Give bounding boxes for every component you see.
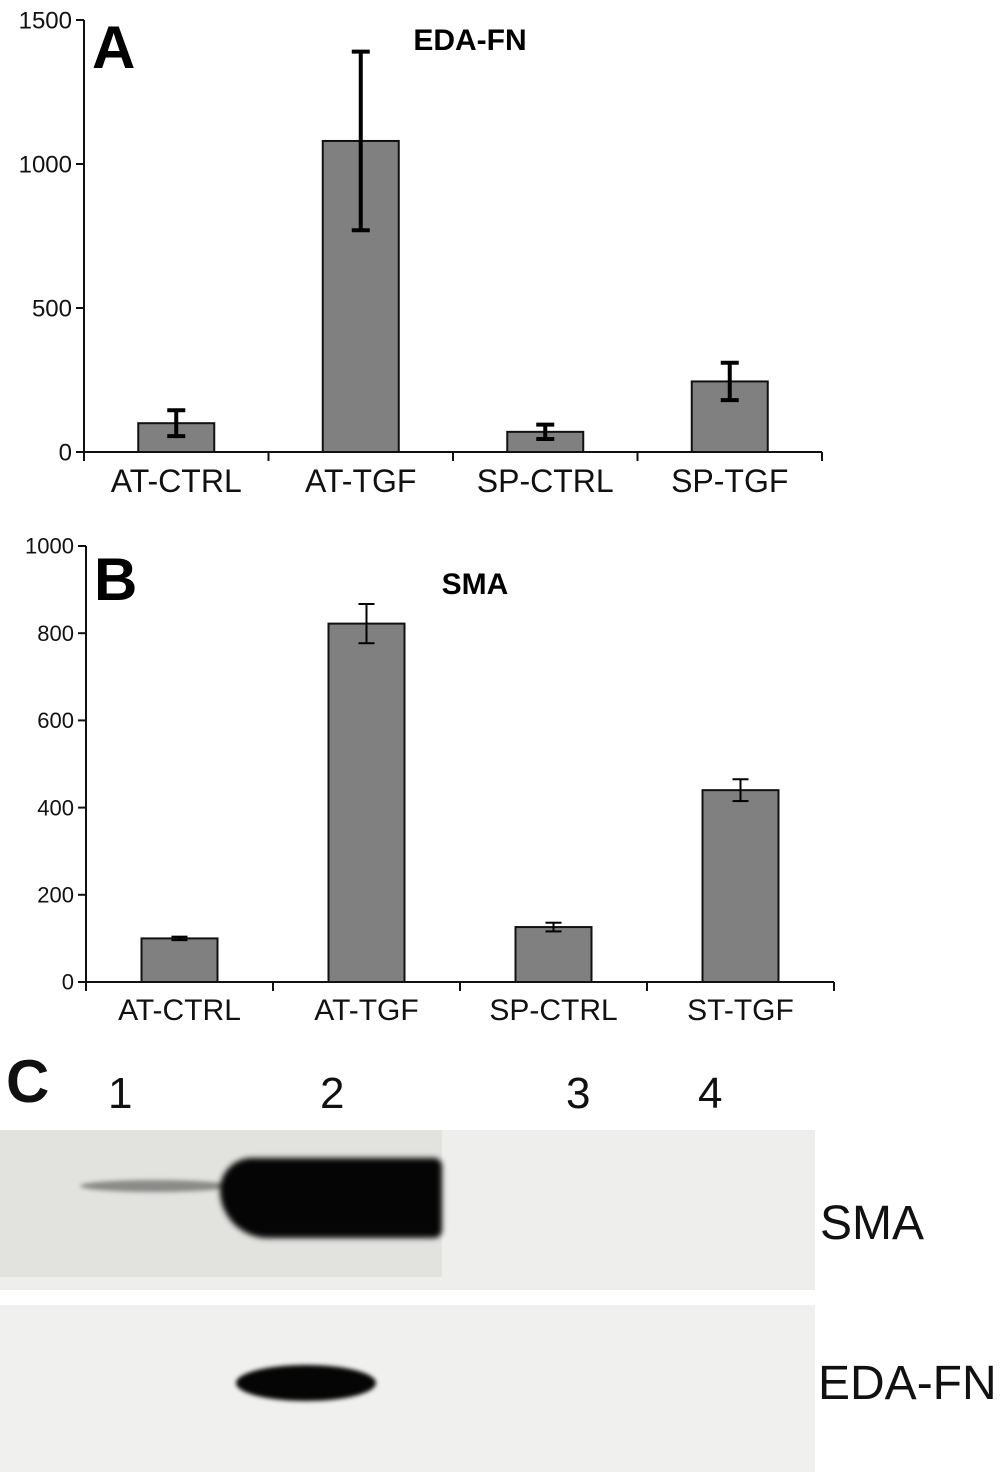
sma-band-lane-2 [220, 1158, 442, 1238]
panel-label-c: C [6, 1048, 50, 1115]
category-label: SP-TGF [671, 463, 788, 499]
sma-bar-chart: B SMA 0 200 400 600 800 1000 AT-CTRL AT-TGF SP-C… [25, 534, 835, 1027]
y-tick-label: 800 [37, 621, 74, 646]
bar [140, 937, 219, 983]
y-tick-label: 400 [37, 795, 74, 820]
category-label: SP-CTRL [477, 463, 614, 499]
category-label: AT-TGF [305, 463, 416, 499]
lane-label-3: 3 [566, 1069, 591, 1118]
bar [327, 622, 406, 983]
y-tick-label: 500 [32, 295, 72, 322]
lane-label-1: 1 [108, 1069, 133, 1118]
chart-marks: 0 200 400 600 800 1000 AT-CTRL AT-TGF SP-CTRL ST-… [25, 534, 835, 1027]
lane-label-2: 2 [320, 1069, 345, 1118]
y-tick-label: 1000 [25, 534, 74, 559]
y-tick-label: 0 [59, 439, 72, 466]
bar [514, 926, 593, 983]
blot-row-label-eda-fn: EDA-FN [818, 1357, 997, 1410]
category-label: AT-CTRL [118, 994, 241, 1027]
category-label: AT-TGF [314, 994, 418, 1027]
bar [701, 789, 780, 983]
y-tick-label: 1500 [19, 7, 72, 34]
lane-label-4: 4 [698, 1069, 723, 1118]
y-tick-label: 1000 [19, 151, 72, 178]
sma-band-lane-1 [80, 1180, 230, 1192]
eda-fn-blot-strip [0, 1305, 815, 1472]
category-label: AT-CTRL [111, 463, 242, 499]
chart-title-eda-fn: EDA-FN [413, 24, 526, 57]
sma-blot-strip [0, 1130, 815, 1290]
eda-fn-bar-chart: A EDA-FN 0 500 1000 1500 AT-CTRL AT-TGF SP-CTR… [19, 7, 823, 499]
y-tick-label: 0 [62, 970, 74, 995]
y-tick-label: 200 [37, 883, 74, 908]
y-tick-label: 600 [37, 708, 74, 733]
panel-label-a: A [92, 14, 135, 81]
panel-label-b: B [94, 546, 137, 613]
eda-fn-band-lane-2 [236, 1365, 376, 1401]
western-blot-panel: C 1 2 3 4 SMA EDA-FN [0, 1040, 1000, 1472]
blot-row-label-sma: SMA [820, 1197, 925, 1250]
chart-marks: 0 500 1000 1500 AT-CTRL AT-TGF SP-CTRL SP-TGF [19, 7, 823, 499]
chart-title-sma: SMA [442, 568, 509, 601]
category-label: ST-TGF [687, 994, 794, 1027]
category-label: SP-CTRL [489, 994, 617, 1027]
